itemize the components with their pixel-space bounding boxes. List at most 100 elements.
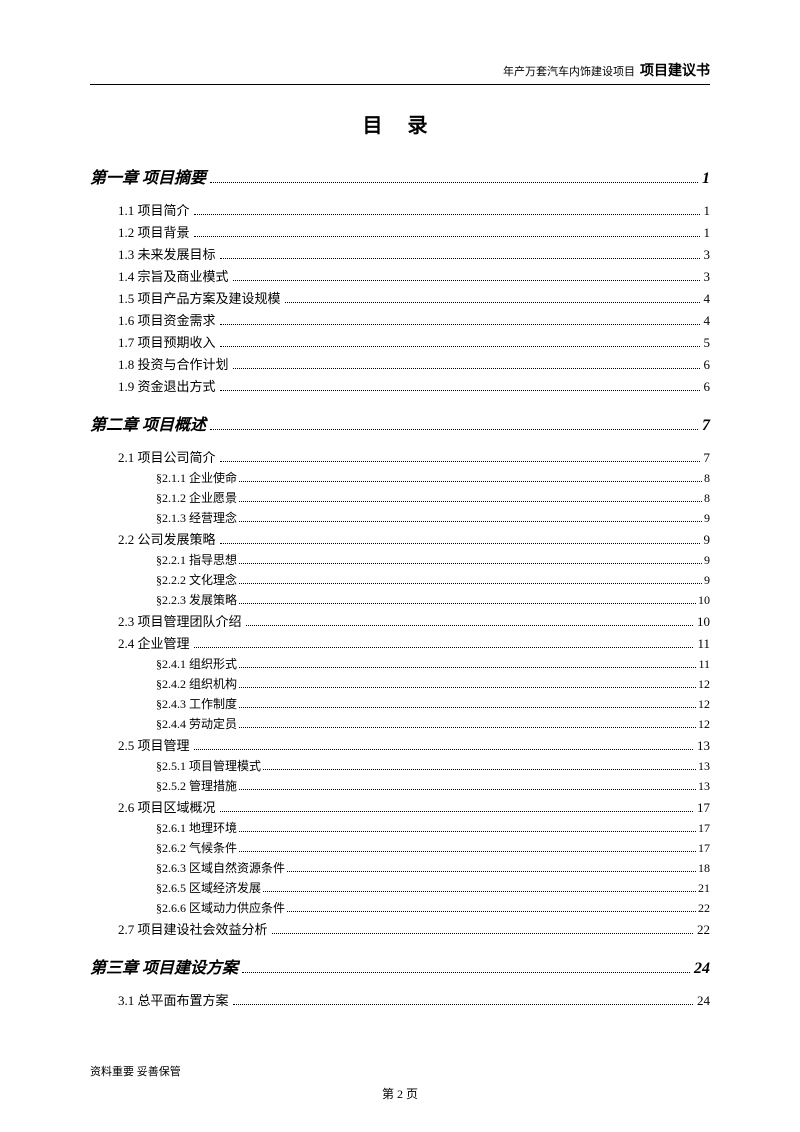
toc-subsection-label: §2.4.2 组织机构 <box>156 675 237 692</box>
toc-subsection-page: 10 <box>698 593 710 608</box>
toc-leader-dots <box>210 420 698 430</box>
toc-leader-dots <box>220 454 700 462</box>
toc-section-label: 1.6 项目资金需求 <box>118 310 216 329</box>
toc-chapter-label: 第二章 项目概述 <box>90 411 206 435</box>
toc-leader-dots <box>285 295 700 303</box>
toc-section-row: 1.4 宗旨及商业模式3 <box>90 266 710 285</box>
toc-section-page: 3 <box>704 247 711 263</box>
toc-section-page: 4 <box>704 291 711 307</box>
toc-leader-dots <box>220 317 700 325</box>
toc-leader-dots <box>239 721 696 728</box>
toc-subsection-page: 18 <box>698 861 710 876</box>
toc-subsection-row: §2.6.3 区域自然资源条件18 <box>90 859 710 876</box>
toc-subsection-label: §2.1.1 企业使命 <box>156 469 237 486</box>
toc-subsection-row: §2.2.2 文化理念9 <box>90 571 710 588</box>
toc-subsection-row: §2.5.1 项目管理模式13 <box>90 757 710 774</box>
toc-subsection-label: §2.4.1 组织形式 <box>156 655 237 672</box>
toc-leader-dots <box>233 361 700 369</box>
toc-leader-dots <box>239 475 702 482</box>
toc-subsection-row: §2.5.2 管理措施13 <box>90 777 710 794</box>
header-title: 项目建议书 <box>640 64 710 79</box>
toc-subsection-label: §2.2.3 发展策略 <box>156 591 237 608</box>
toc-subsection-label: §2.6.5 区域经济发展 <box>156 879 261 896</box>
toc-subsection-page: 17 <box>698 821 710 836</box>
toc-section-page: 1 <box>704 203 711 219</box>
toc-section-page: 4 <box>704 313 711 329</box>
toc-subsection-row: §2.4.4 劳动定员12 <box>90 715 710 732</box>
toc-subsection-page: 8 <box>704 491 710 506</box>
toc-leader-dots <box>239 825 696 832</box>
toc-subsection-row: §2.2.1 指导思想9 <box>90 551 710 568</box>
toc-leader-dots <box>194 742 693 750</box>
toc-section-row: 2.4 企业管理11 <box>90 633 710 652</box>
toc-subsection-page: 13 <box>698 759 710 774</box>
toc-section-row: 1.7 项目预期收入 5 <box>90 332 710 351</box>
toc-leader-dots <box>242 963 690 973</box>
toc-subsection-row: §2.6.1 地理环境17 <box>90 819 710 836</box>
toc-chapter-label: 第一章 项目摘要 <box>90 164 206 188</box>
toc-leader-dots <box>239 597 696 604</box>
toc-section-label: 1.1 项目简介 <box>118 200 190 219</box>
toc-subsection-page: 22 <box>698 901 710 916</box>
toc-leader-dots <box>287 905 696 912</box>
toc-section-page: 1 <box>704 225 711 241</box>
toc-subsection-page: 13 <box>698 779 710 794</box>
toc-section-row: 2.7 项目建设社会效益分析22 <box>90 919 710 938</box>
toc-section-row: 2.3 项目管理团队介绍 10 <box>90 611 710 630</box>
toc-chapter-row: 第一章 项目摘要1 <box>90 164 710 188</box>
toc-subsection-row: §2.1.1 企业使命8 <box>90 469 710 486</box>
toc-subsection-label: §2.6.6 区域动力供应条件 <box>156 899 285 916</box>
toc-subsection-label: §2.2.1 指导思想 <box>156 551 237 568</box>
toc-section-label: 2.2 公司发展策略 <box>118 529 216 548</box>
toc-leader-dots <box>272 926 693 934</box>
toc-subsection-row: §2.6.5 区域经济发展 21 <box>90 879 710 896</box>
toc-section-row: 3.1 总平面布置方案24 <box>90 990 710 1009</box>
toc-section-label: 2.3 项目管理团队介绍 <box>118 611 242 630</box>
toc-leader-dots <box>194 229 700 237</box>
toc-leader-dots <box>233 997 693 1005</box>
toc-subsection-row: §2.1.2 企业愿景 8 <box>90 489 710 506</box>
toc-section-page: 17 <box>697 800 710 816</box>
toc-leader-dots <box>220 251 700 259</box>
toc-section-label: 2.1 项目公司简介 <box>118 447 216 466</box>
toc-subsection-row: §2.6.6 区域动力供应条件 22 <box>90 899 710 916</box>
toc-leader-dots <box>194 640 694 648</box>
toc-leader-dots <box>263 885 696 892</box>
toc-subsection-page: 12 <box>698 697 710 712</box>
toc-chapter-page: 7 <box>702 417 710 435</box>
toc-section-page: 10 <box>697 614 710 630</box>
toc-section-row: 1.5 项目产品方案及建设规模 4 <box>90 288 710 307</box>
toc-leader-dots <box>239 783 696 790</box>
toc-section-label: 1.9 资金退出方式 <box>118 376 216 395</box>
toc-leader-dots <box>220 339 700 347</box>
toc-subsection-row: §2.1.3 经营理念9 <box>90 509 710 526</box>
toc-section-row: 1.9 资金退出方式 6 <box>90 376 710 395</box>
toc-section-row: 1.6 项目资金需求 4 <box>90 310 710 329</box>
toc-subsection-page: 9 <box>704 511 710 526</box>
toc-section-page: 7 <box>704 450 711 466</box>
toc-section-label: 1.7 项目预期收入 <box>118 332 216 351</box>
toc-subsection-page: 12 <box>698 677 710 692</box>
toc-section-page: 11 <box>697 636 710 652</box>
toc-section-row: 2.5 项目管理13 <box>90 735 710 754</box>
toc-section-page: 5 <box>704 335 711 351</box>
toc-section-row: 1.2 项目背景1 <box>90 222 710 241</box>
toc-section-page: 13 <box>697 738 710 754</box>
document-page: 年产万套汽车内饰建设项目 项目建议书 目 录 第一章 项目摘要11.1 项目简介… <box>0 0 800 1052</box>
toc-subsection-row: §2.4.3 工作制度12 <box>90 695 710 712</box>
toc-leader-dots <box>239 661 696 668</box>
toc-section-label: 3.1 总平面布置方案 <box>118 990 229 1009</box>
toc-section-label: 1.4 宗旨及商业模式 <box>118 266 229 285</box>
footer-page-number: 第 2 页 <box>90 1085 710 1102</box>
toc-section-page: 22 <box>697 922 710 938</box>
toc-section-label: 1.5 项目产品方案及建设规模 <box>118 288 281 307</box>
toc-subsection-row: §2.4.1 组织形式11 <box>90 655 710 672</box>
toc-section-row: 1.3 未来发展目标 3 <box>90 244 710 263</box>
toc-subsection-page: 21 <box>698 881 710 896</box>
toc-chapter-row: 第二章 项目概述 7 <box>90 411 710 435</box>
toc-subsection-label: §2.6.2 气候条件 <box>156 839 237 856</box>
toc-subsection-label: §2.1.2 企业愿景 <box>156 489 237 506</box>
toc-section-label: 1.3 未来发展目标 <box>118 244 216 263</box>
toc-section-page: 6 <box>704 379 711 395</box>
toc-subsection-page: 9 <box>704 573 710 588</box>
